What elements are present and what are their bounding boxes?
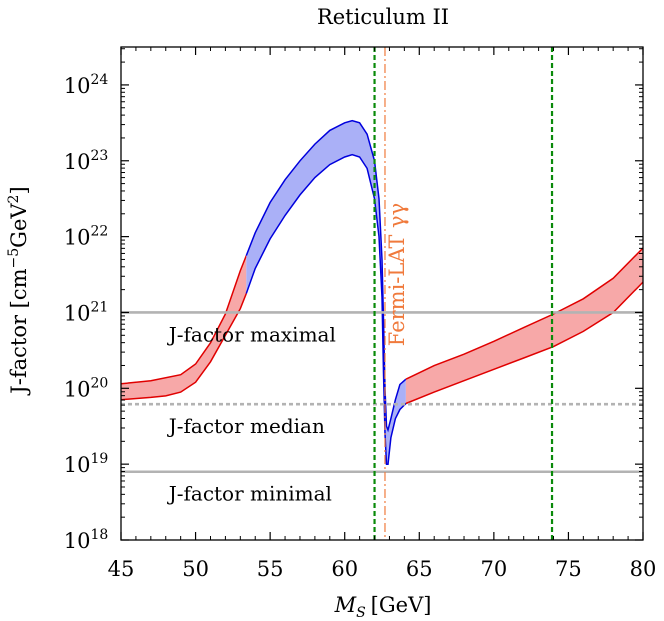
y-axis: 1018 1019 1020 1021 1022 1023 1024 [64,48,643,553]
reference-lines [121,311,643,474]
band-2-fill [405,248,643,404]
y-tick-label-6: 1024 [64,72,109,98]
x-tick-label-5: 70 [480,557,507,581]
mass-lines [373,47,554,540]
x-axis-label-unit: [GeV] [371,593,432,617]
y-tick-label-2: 1020 [64,375,109,401]
x-tick-label-0: 45 [108,557,135,581]
x-axis-label-sub: S [356,605,366,621]
band-1-fill [246,120,406,465]
band-0-upper-line [121,255,247,385]
y-tick-label-3: 1021 [64,299,109,325]
vline-label-1: Fermi-LAT γγ [385,203,409,346]
y-axis-label-exp1: −5 [6,248,22,269]
band-2-upper-line [405,247,643,380]
y-axis-label-main: J-factor [cm [7,268,31,395]
x-tick-label-3: 60 [331,557,358,581]
y-axis-label-end: ] [7,186,31,194]
x-axis-label: MS [GeV] [334,593,432,621]
band-1-lower-line [245,153,407,465]
y-axis-label-mid: GeV [7,203,31,248]
y-tick-label-1: 1019 [64,451,109,477]
band-0-fill [121,255,247,400]
bands [121,119,643,465]
x-tick-label-6: 75 [555,557,582,581]
x-tick-label-7: 80 [630,557,657,581]
x-tick-label-4: 65 [406,557,433,581]
y-tick-label-0: 1018 [64,527,109,553]
band-0-lower-line [121,293,247,401]
plot-frame [120,46,644,541]
x-axis: 45 50 55 60 65 70 75 80 [108,47,657,581]
x-tick-label-2: 55 [257,557,284,581]
x-axis-label-main: M [334,593,357,617]
hline-label-1: J-factor median [167,414,325,438]
band-2-lower-line [405,281,643,405]
chart-title: Reticulum II [317,5,449,29]
y-axis-label-exp2: 2 [6,195,22,204]
y-tick-label-4: 1022 [64,224,109,250]
y-tick-label-5: 1023 [64,148,109,174]
annotations: J-factor maximal J-factor median J-factor … [167,203,409,506]
band-1-upper-line [245,119,407,433]
x-tick-label-1: 50 [182,557,209,581]
hline-label-2: J-factor minimal [167,482,332,506]
hline-label-0: J-factor maximal [167,322,336,346]
y-axis-label: J-factor [cm−5GeV2] [6,186,31,395]
